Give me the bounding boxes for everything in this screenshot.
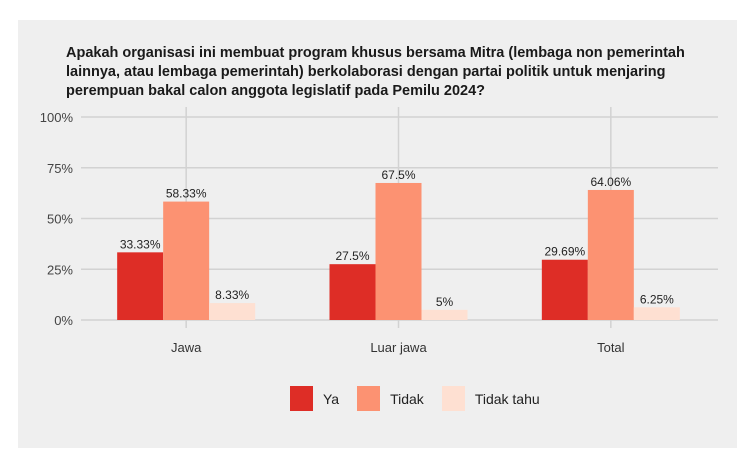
y-tick-label: 75%	[47, 161, 73, 176]
bar	[329, 264, 376, 320]
bar	[633, 307, 680, 320]
legend-swatch-ya	[290, 386, 313, 411]
bar	[375, 182, 422, 320]
data-label: 67.5%	[381, 168, 415, 182]
data-label: 27.5%	[335, 249, 369, 263]
legend-swatch-tidak	[357, 386, 381, 411]
bar	[421, 309, 468, 320]
legend-item-tidak-tahu: Tidak tahu	[441, 386, 540, 411]
x-tick-label: Luar jawa	[370, 340, 427, 355]
x-tick-label: Total	[597, 340, 625, 355]
y-tick-label: 25%	[47, 262, 73, 277]
legend-item-ya: Ya	[290, 386, 339, 411]
chart-title: Apakah organisasi ini membuat program kh…	[66, 45, 685, 99]
legend-label-tidak-tahu: Tidak tahu	[474, 390, 540, 407]
data-label: 5%	[436, 295, 454, 309]
legend-label-tidak: Tidak	[390, 390, 424, 407]
y-tick-label: 100%	[40, 110, 74, 125]
bar	[541, 259, 588, 320]
data-label: 29.69%	[544, 245, 585, 259]
bar	[587, 189, 634, 320]
bar	[163, 201, 210, 320]
legend-swatch-tidak-tahu	[441, 386, 465, 411]
legend-item-tidak: Tidak	[357, 386, 424, 411]
y-tick-label: 50%	[47, 212, 73, 227]
data-label: 64.06%	[590, 175, 631, 189]
legend: Ya Tidak Tidak tahu	[290, 386, 558, 411]
data-label: 6.25%	[640, 292, 674, 306]
y-tick-label: 0%	[54, 313, 73, 328]
legend-label-ya: Ya	[323, 390, 340, 407]
x-tick-label: Jawa	[171, 340, 202, 355]
data-label: 58.33%	[166, 187, 207, 201]
data-label: 33.33%	[120, 237, 161, 251]
bar	[209, 303, 256, 320]
bar	[117, 252, 164, 320]
data-label: 8.33%	[215, 288, 249, 302]
